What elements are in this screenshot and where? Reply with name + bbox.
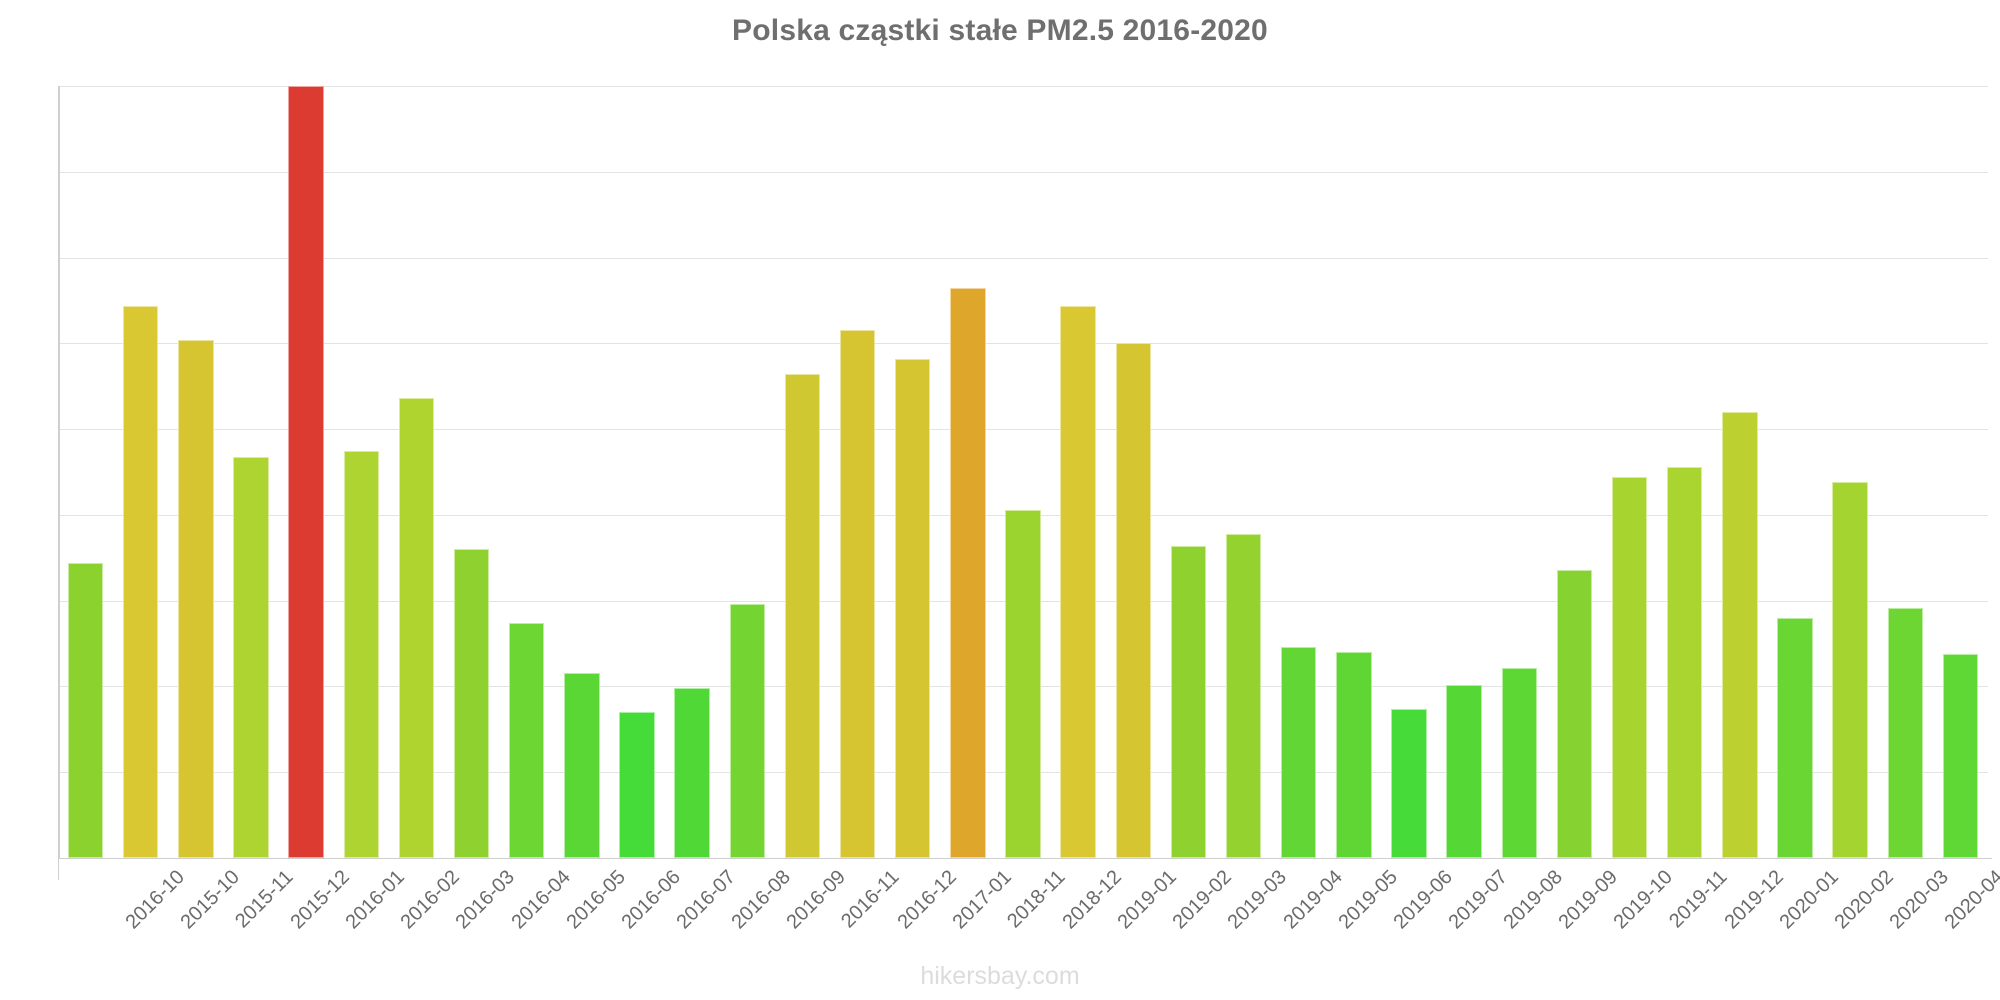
x-axis-tick-label: 2016-12 bbox=[893, 866, 961, 934]
x-axis-tick-label: 2019-10 bbox=[1609, 866, 1678, 934]
bar[interactable] bbox=[67, 562, 104, 858]
bar[interactable] bbox=[122, 305, 159, 858]
gridline bbox=[58, 257, 1988, 259]
bar[interactable] bbox=[233, 456, 269, 858]
x-axis-tick-label: 2019-05 bbox=[1334, 866, 1402, 934]
x-axis-tick-label: 2020-01 bbox=[1775, 866, 1843, 934]
x-axis-tick-label: 2019-03 bbox=[1223, 866, 1292, 934]
plot-area: 051015202530354045 bbox=[58, 86, 1988, 859]
x-axis-tick-label: 2019-09 bbox=[1554, 866, 1623, 934]
bar[interactable] bbox=[1005, 509, 1041, 858]
bar[interactable] bbox=[619, 712, 655, 858]
x-axis-tick-label: 2016-05 bbox=[562, 866, 630, 934]
bar[interactable] bbox=[1391, 708, 1427, 858]
x-axis-tick-label: 2016-03 bbox=[451, 866, 520, 934]
bar[interactable] bbox=[564, 672, 600, 858]
x-axis-tick-label: 2016-07 bbox=[672, 866, 740, 934]
bar[interactable] bbox=[674, 688, 710, 858]
x-axis-tick-label: 2016-06 bbox=[617, 866, 685, 934]
gridline bbox=[58, 86, 1988, 87]
bar[interactable] bbox=[1225, 533, 1262, 858]
bar[interactable] bbox=[1942, 653, 1979, 858]
x-axis-tick-label: 2016-02 bbox=[396, 866, 465, 934]
x-axis-tick-label: 2018-11 bbox=[1002, 866, 1070, 933]
bar[interactable] bbox=[894, 358, 931, 858]
bar[interactable] bbox=[1832, 482, 1868, 858]
bar[interactable] bbox=[1777, 617, 1813, 858]
footer-credit: hikersbay.com bbox=[920, 962, 1080, 990]
x-axis-tick-label: 2019-08 bbox=[1499, 866, 1568, 934]
bar[interactable] bbox=[1611, 477, 1648, 858]
x-axis-line bbox=[58, 858, 1992, 859]
x-axis-tick-label: 2019-11 bbox=[1664, 866, 1732, 933]
gridline bbox=[58, 171, 1988, 173]
x-axis-tick-label: 2019-01 bbox=[1113, 866, 1182, 934]
x-axis-first-tick bbox=[58, 858, 59, 880]
x-axis-tick-label: 2019-07 bbox=[1444, 866, 1512, 934]
y-axis-line bbox=[58, 86, 60, 858]
bar[interactable] bbox=[1556, 569, 1593, 858]
bar[interactable] bbox=[839, 329, 876, 858]
x-axis-tick-label: 2019-06 bbox=[1389, 866, 1457, 934]
bar[interactable] bbox=[398, 398, 435, 858]
x-axis-tick-label: 2016-11 bbox=[837, 866, 904, 933]
gridline bbox=[58, 429, 1988, 431]
x-axis-tick-label: 2015-10 bbox=[176, 866, 244, 934]
x-axis-tick-label: 2015-11 bbox=[230, 866, 298, 933]
bar[interactable] bbox=[1722, 411, 1758, 858]
x-axis-tick-label: 2019-02 bbox=[1168, 866, 1237, 934]
bar[interactable] bbox=[453, 549, 490, 858]
x-axis-tick-label: 2020-02 bbox=[1830, 866, 1898, 934]
bar[interactable] bbox=[1170, 545, 1207, 858]
x-axis-tick-label: 2016-04 bbox=[507, 866, 575, 934]
x-axis-tick-label: 2017-01 bbox=[948, 866, 1016, 934]
bar[interactable] bbox=[1336, 652, 1372, 858]
x-axis-tick-label: 2015-12 bbox=[286, 866, 354, 934]
bar[interactable] bbox=[343, 451, 380, 858]
bar[interactable] bbox=[784, 374, 821, 858]
bar[interactable] bbox=[1501, 667, 1538, 858]
x-axis-tick-label: 2016-09 bbox=[782, 866, 851, 934]
x-axis-tick-label: 2019-04 bbox=[1279, 866, 1347, 934]
x-axis-tick-label: 2020-03 bbox=[1885, 866, 1954, 934]
x-axis-tick-label: 2016-01 bbox=[341, 866, 410, 934]
bar[interactable] bbox=[729, 604, 766, 858]
bar[interactable] bbox=[1280, 647, 1317, 858]
gridline bbox=[58, 343, 1988, 345]
bar[interactable] bbox=[508, 622, 545, 858]
x-axis-tick-label: 2016-10 bbox=[121, 866, 189, 934]
bar[interactable] bbox=[1446, 684, 1482, 858]
bar[interactable] bbox=[1887, 607, 1924, 858]
x-axis-tick-label: 2019-12 bbox=[1720, 866, 1788, 934]
x-axis-tick-label: 2018-12 bbox=[1058, 866, 1126, 934]
chart-title: Polska cząstki stałe PM2.5 2016-2020 bbox=[732, 14, 1268, 47]
x-axis-tick-label: 2020-04 bbox=[1940, 866, 2000, 934]
bar[interactable] bbox=[1666, 466, 1703, 858]
bar[interactable] bbox=[1060, 305, 1096, 858]
bar[interactable] bbox=[950, 288, 986, 858]
bar[interactable] bbox=[1115, 343, 1152, 858]
x-axis-tick-label: 2016-08 bbox=[727, 866, 796, 934]
bar[interactable] bbox=[178, 339, 214, 858]
bar[interactable] bbox=[288, 86, 324, 858]
